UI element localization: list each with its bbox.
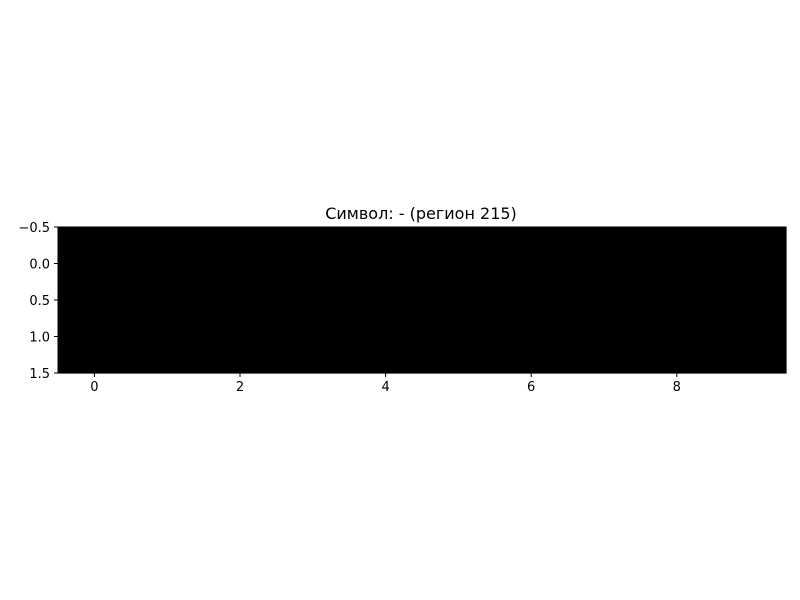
heatmap-cell [713, 227, 787, 301]
heatmap-cell [58, 227, 132, 301]
y-tick-label: 1.5 [29, 367, 50, 382]
chart-title: Символ: - (регион 215) [325, 204, 517, 223]
heatmap-cell [713, 300, 787, 374]
heatmap-cell [58, 300, 132, 374]
heatmap-cell [494, 300, 569, 374]
y-tick-label: −0.5 [18, 221, 50, 236]
heatmap-cell [422, 300, 496, 374]
x-tick-label: 0 [90, 380, 98, 395]
y-tick-label: 0.5 [29, 294, 50, 309]
heatmap-cell [567, 300, 641, 374]
y-axis: −0.5 0.0 0.5 1.0 1.5 [18, 221, 58, 382]
y-tick-label: 1.0 [29, 331, 50, 346]
x-tick-label: 4 [381, 380, 389, 395]
heatmap-cell [494, 227, 569, 301]
y-tick-label: 0.0 [29, 258, 50, 273]
x-tick-label: 2 [236, 380, 244, 395]
heatmap-cell [640, 227, 714, 301]
heatmap-cell [203, 300, 277, 374]
heatmap-cell [276, 227, 350, 301]
heatmap-cell [203, 227, 277, 301]
heatmap-cell [276, 300, 350, 374]
heatmap-cell [422, 227, 496, 301]
x-tick-label: 6 [527, 380, 535, 395]
heatmap-cell [349, 300, 423, 374]
heatmap-cell [130, 300, 205, 374]
heatmap-cell [349, 227, 423, 301]
x-tick-label: 8 [673, 380, 681, 395]
heatmap-cell [567, 227, 641, 301]
heatmap-cells [58, 227, 787, 374]
heatmap-cell [130, 227, 205, 301]
x-axis: 0 2 4 6 8 [90, 373, 681, 395]
heatmap-cell [640, 300, 714, 374]
